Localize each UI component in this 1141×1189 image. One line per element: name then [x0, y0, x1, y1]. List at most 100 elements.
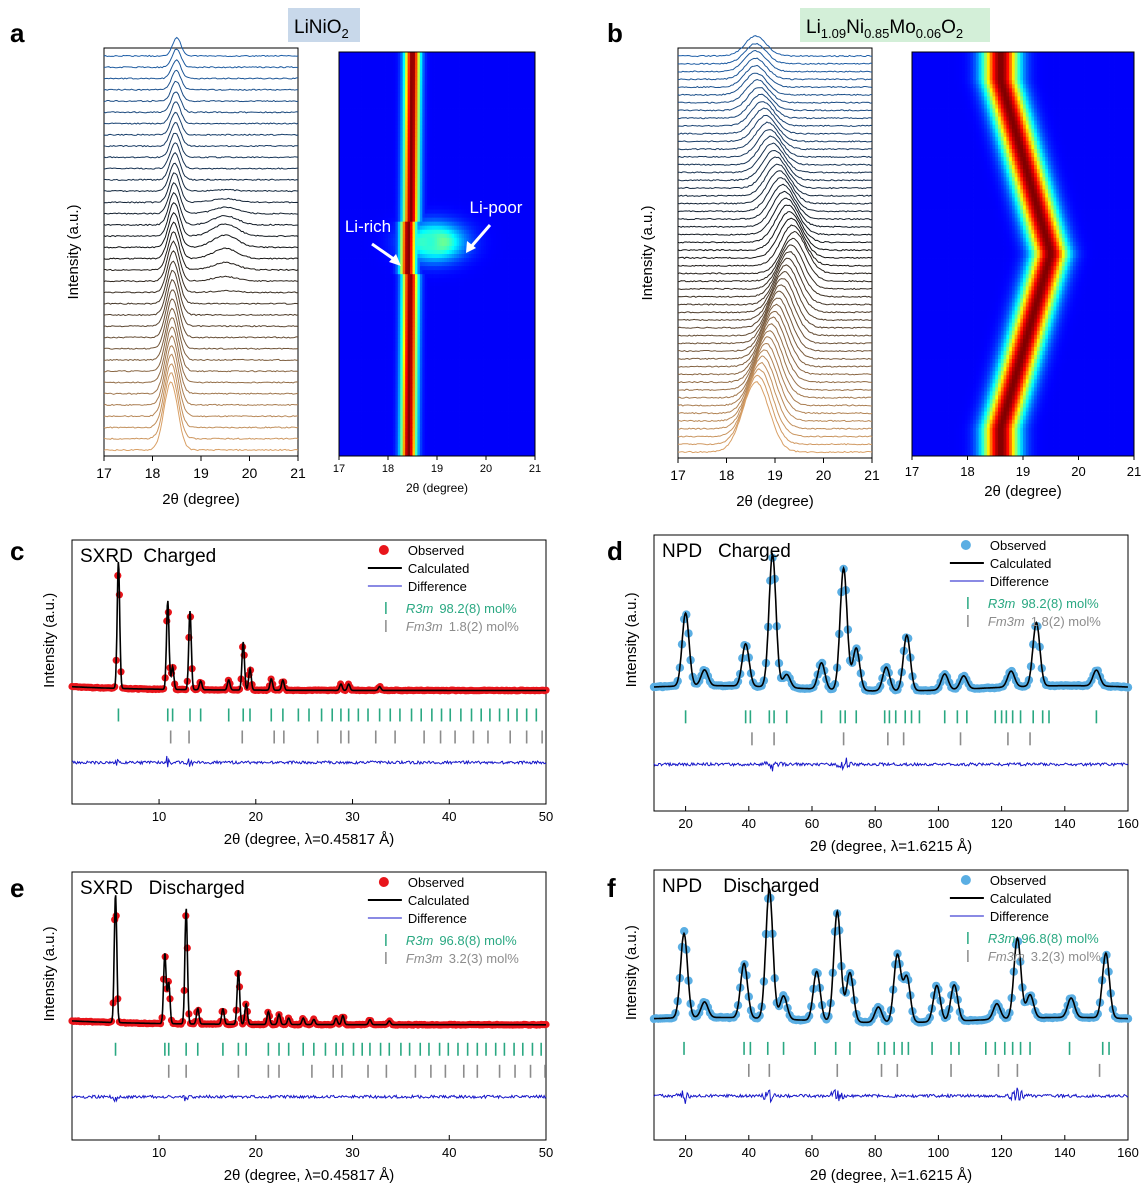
heatmap-cell: [392, 112, 396, 118]
heatmap-cell: [530, 282, 533, 287]
heatmap-cell: [361, 80, 364, 85]
heatmap-cell: [481, 173, 484, 178]
heatmap-cell: [424, 112, 428, 118]
heatmap-cell: [419, 153, 423, 158]
heatmap-cell: [471, 84, 475, 89]
heatmap-cell: [432, 249, 435, 255]
heatmap-cell: [522, 60, 526, 65]
heatmap-cell: [407, 88, 411, 93]
heatmap-cell: [468, 266, 472, 271]
heatmap-cell: [407, 201, 411, 206]
heatmap-cell: [476, 233, 480, 239]
heatmap-cell: [527, 92, 531, 97]
heatmap-cell: [481, 88, 484, 93]
heatmap-cell: [356, 286, 359, 291]
heatmap-cell: [478, 112, 482, 118]
heatmap-cell: [486, 278, 489, 283]
heatmap-cell: [422, 88, 426, 93]
heatmap-cell: [510, 229, 514, 235]
heatmap-cell: [395, 189, 399, 194]
heatmap-cell: [429, 262, 433, 267]
heatmap-cell: [402, 148, 406, 154]
heatmap-cell: [356, 233, 359, 239]
heatmap-cell: [392, 116, 396, 122]
heatmap-cell: [476, 52, 480, 57]
heatmap-cell: [510, 237, 514, 243]
heatmap-cell: [343, 262, 347, 267]
heatmap-cell: [434, 80, 438, 85]
heatmap-cell: [378, 161, 382, 166]
heatmap-cell: [356, 270, 359, 275]
heatmap-cell: [498, 64, 502, 69]
heatmap-cell: [410, 136, 413, 142]
heatmap-cell: [395, 153, 399, 158]
heatmap-cell: [522, 148, 526, 154]
heatmap-cell: [495, 153, 499, 158]
heatmap-cell: [343, 258, 347, 263]
heatmap-cell: [471, 116, 475, 122]
heatmap-cell: [439, 161, 443, 166]
heatmap-cell: [483, 258, 487, 263]
heatmap-cell: [380, 60, 384, 65]
heatmap-cell: [424, 157, 428, 162]
heatmap-cell: [449, 278, 453, 283]
heatmap-cell: [351, 294, 355, 299]
heatmap-cell: [356, 157, 359, 162]
heatmap-cell: [454, 80, 457, 85]
heatmap-cell: [402, 185, 406, 190]
heatmap-cell: [508, 258, 511, 263]
heatmap-cell: [490, 104, 494, 109]
heatmap-cell: [439, 270, 443, 275]
heatmap-cell: [532, 140, 536, 146]
heatmap-cell: [363, 294, 367, 299]
heatmap-cell: [363, 221, 367, 227]
heatmap-cell: [341, 60, 345, 65]
heatmap-cell: [375, 189, 379, 194]
heatmap-cell: [432, 225, 435, 231]
heatmap-cell: [530, 213, 533, 219]
heatmap-cell: [346, 233, 350, 239]
heatmap-cell: [412, 52, 416, 57]
heatmap-cell: [417, 209, 421, 214]
heatmap-cell: [449, 270, 453, 275]
heatmap-cell: [478, 237, 482, 243]
heatmap-cell: [365, 100, 369, 105]
heatmap-cell: [378, 177, 382, 182]
heatmap-cell: [348, 92, 352, 97]
heatmap-cell: [525, 177, 529, 182]
heatmap-cell: [522, 274, 526, 279]
heatmap-cell: [486, 68, 489, 73]
heatmap-cell: [512, 237, 516, 243]
heatmap-cell: [363, 72, 367, 77]
heatmap-cell: [451, 52, 455, 57]
heatmap-cell: [503, 205, 506, 210]
heatmap-cell: [417, 266, 421, 271]
heatmap-cell: [361, 177, 364, 182]
heatmap-cell: [370, 258, 374, 263]
heatmap-cell: [473, 229, 477, 235]
heatmap-cell: [449, 221, 453, 227]
heatmap-cell: [424, 153, 428, 158]
heatmap-cell: [434, 72, 438, 77]
heatmap-cell: [461, 197, 465, 202]
heatmap-cell: [390, 148, 394, 154]
heatmap-cell: [456, 108, 460, 113]
heatmap-cell: [449, 201, 453, 206]
heatmap-cell: [449, 153, 453, 158]
heatmap-cell: [363, 112, 367, 118]
heatmap-cell: [451, 185, 455, 190]
heatmap-cell: [429, 254, 433, 259]
heatmap-cell: [473, 201, 477, 206]
heatmap-cell: [414, 177, 418, 182]
heatmap-cell: [390, 177, 394, 182]
heatmap-cell: [532, 165, 536, 170]
heatmap-cell: [383, 177, 386, 182]
heatmap-cell: [444, 221, 448, 227]
heatmap-cell: [351, 140, 355, 146]
heatmap-cell: [468, 270, 472, 275]
heatmap-cell: [397, 278, 401, 283]
heatmap-cell: [463, 88, 467, 93]
heatmap-cell: [486, 72, 489, 77]
heatmap-cell: [407, 249, 411, 255]
heatmap-cell: [503, 72, 506, 77]
